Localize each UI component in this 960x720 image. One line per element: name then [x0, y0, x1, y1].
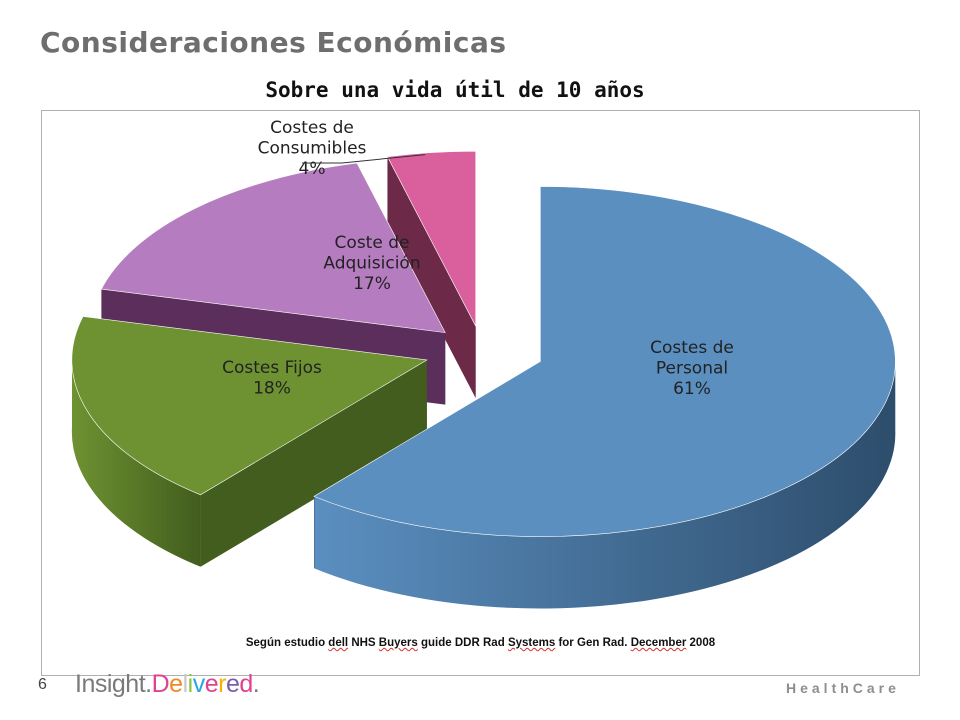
pie-chart: Costes de Personal 61% Costes Fijos 18% Coste…: [71, 118, 896, 609]
division-label: HealthCare: [786, 680, 900, 696]
pie-slice-costes-de-personal: [313, 186, 896, 537]
slice-label: Costes Fijos 18%: [222, 358, 322, 398]
pie-slice-coste-de-adquisici-n: [100, 162, 446, 333]
chart-area: Costes de Personal 61% Costes Fijos 18% Coste…: [41, 110, 920, 676]
pie-slice-costes-fijos: [71, 316, 428, 496]
slice-label: Costes de Personal 61%: [650, 338, 734, 399]
slide-title: Consideraciones Económicas: [40, 26, 507, 59]
source-note: Según estudio dell NHS Buyers guide DDR …: [245, 637, 716, 649]
pie-slice-side: [387, 156, 476, 399]
pie-slice-costes-de-consumibles: [386, 150, 477, 327]
page-number: 6: [38, 676, 47, 693]
leader-line: [302, 154, 426, 164]
slice-label: Costes de Consumibles 4%: [258, 118, 367, 179]
chart-title: Sobre una vida útil de 10 años: [265, 78, 645, 102]
company-logo: Insight.Delivered.: [75, 670, 260, 699]
slice-label: Coste de Adquisición 17%: [323, 233, 420, 294]
logo-text-delivered: Delivered.: [151, 670, 260, 698]
logo-text-insight: Insight.: [75, 670, 152, 698]
